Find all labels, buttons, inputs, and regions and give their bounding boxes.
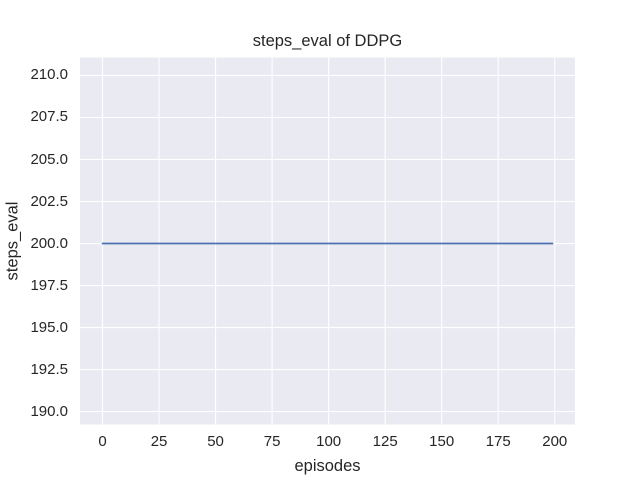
y-tick-label: 202.5 — [30, 192, 68, 210]
y-tick-label: 190.0 — [30, 402, 68, 420]
x-tick-label: 0 — [98, 433, 107, 450]
x-tick-label: 75 — [263, 433, 281, 450]
x-tick-label: 125 — [372, 433, 398, 450]
y-axis-label: steps_eval — [3, 201, 22, 281]
y-tick-label: 200.0 — [30, 234, 68, 252]
chart-title: steps_eval of DDPG — [252, 32, 403, 50]
x-tick-label: 50 — [207, 433, 224, 450]
y-tick-label: 210.0 — [30, 66, 68, 84]
x-tick-label: 25 — [150, 433, 168, 450]
y-tick-label: 207.5 — [30, 108, 68, 126]
y-tick-label: 192.5 — [30, 360, 68, 378]
x-tick-label: 200 — [542, 433, 568, 450]
y-tick-label: 197.5 — [30, 276, 68, 294]
x-tick-label: 150 — [429, 433, 455, 450]
y-tick-label: 195.0 — [30, 318, 68, 336]
x-tick-label: 100 — [316, 433, 342, 450]
y-tick-label: 205.0 — [30, 150, 68, 168]
x-axis-label: episodes — [294, 457, 361, 475]
plot-area — [80, 57, 575, 425]
x-tick-label: 175 — [485, 433, 511, 450]
